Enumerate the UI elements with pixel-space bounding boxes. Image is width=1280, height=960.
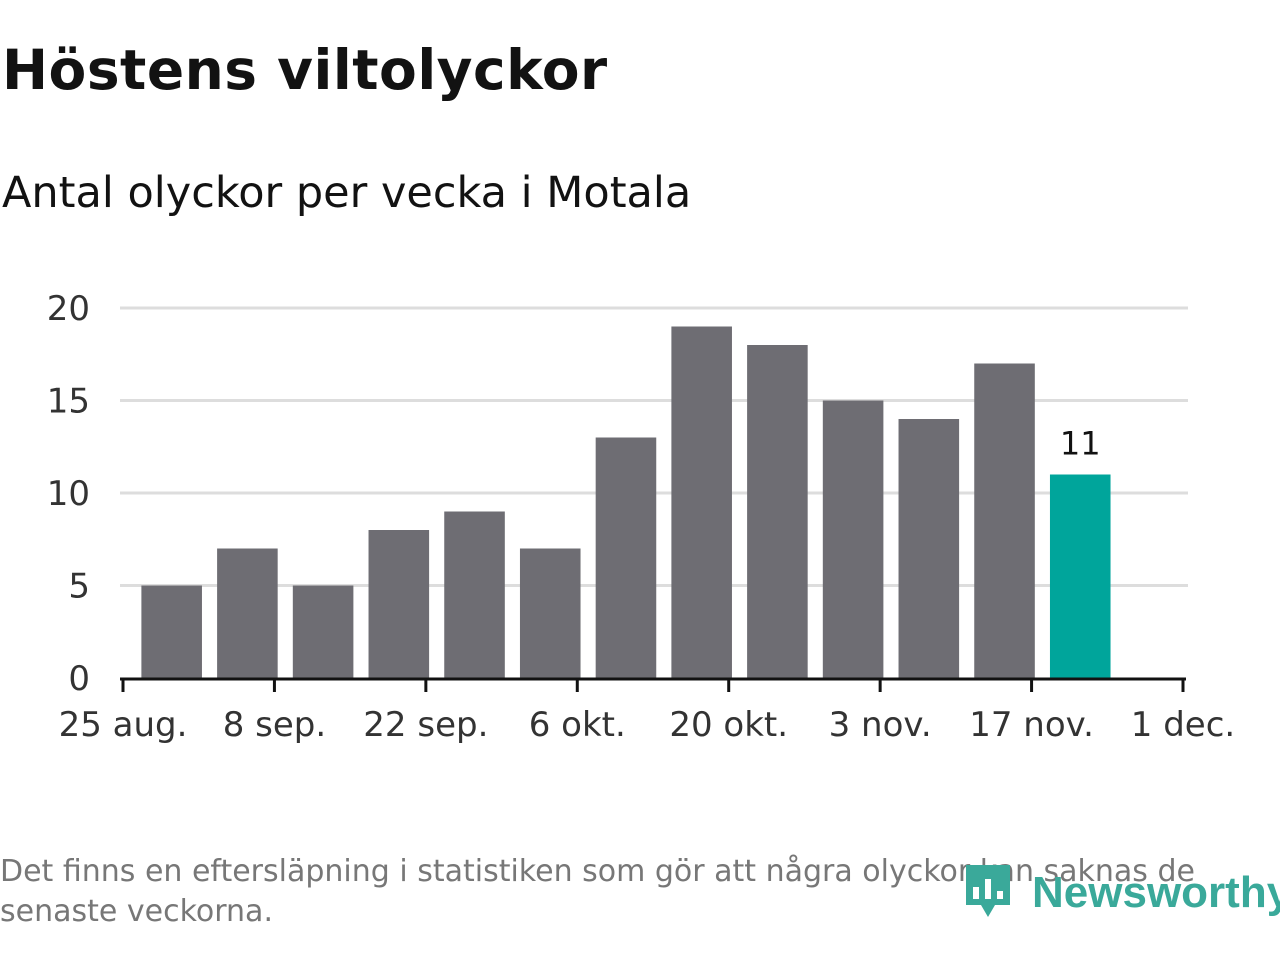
bar [671,326,732,678]
bar [444,511,505,678]
x-tick-label: 25 aug. [59,705,188,745]
bar [519,548,581,678]
newsworthy-logo: Newsworthy [962,858,1280,928]
bar [747,345,808,678]
x-tick-label: 17 nov. [969,705,1094,745]
x-tick-label: 6 okt. [529,705,626,745]
bar [141,585,202,678]
chart-subtitle: Antal olyckor per vecka i Motala [2,168,692,218]
y-tick-label: 10 [47,474,90,514]
data-label: 11 [1060,425,1101,463]
y-tick-label: 0 [68,659,90,699]
x-tick-label: 3 nov. [829,705,932,745]
x-tick-label: 1 dec. [1131,705,1235,745]
bar [822,400,884,678]
x-tick-label: 20 okt. [669,705,788,745]
bar [595,437,657,678]
bar [974,363,1035,678]
bar [898,419,960,678]
brand-name: Newsworthy [1032,868,1280,917]
y-tick-label: 20 [47,289,90,329]
y-tick-label: 15 [47,382,90,422]
chart-title: Höstens viltolyckor [2,38,608,102]
weekly-accidents-bar-chart: 0 5 10 15 20 11 25 aug. 8 sep. 22 sep. 6 okt. 20 o… [47,289,1235,745]
bar [1049,474,1111,678]
bar [292,585,354,678]
bar [368,530,430,678]
y-tick-label: 5 [68,567,90,607]
footnote-line-2: senaste veckorna. [0,894,273,929]
bar-chart-location-icon [966,865,1010,917]
bar [217,548,278,678]
x-tick-label: 8 sep. [223,705,326,745]
x-tick-label: 22 sep. [363,705,488,745]
